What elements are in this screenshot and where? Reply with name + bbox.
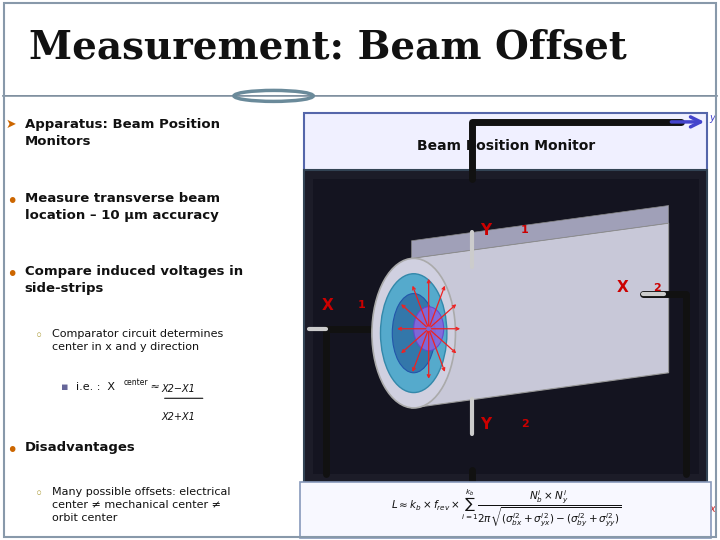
Text: ◦: ◦	[35, 487, 43, 501]
Text: Beam Position Monitor: Beam Position Monitor	[417, 139, 595, 153]
Ellipse shape	[392, 294, 435, 373]
Text: 2: 2	[654, 282, 662, 293]
Text: $L \approx k_b \times f_{rev} \times \sum_{i=1}^{k_b} \dfrac{N_b^i \times N_y^i}: $L \approx k_b \times f_{rev} \times \su…	[390, 487, 621, 529]
Text: Measurement: Beam Offset: Measurement: Beam Offset	[29, 29, 626, 67]
Text: y: y	[709, 112, 715, 123]
Text: center: center	[124, 379, 148, 388]
Text: Y: Y	[480, 223, 491, 238]
Text: •: •	[6, 441, 17, 460]
Text: Disadvantages: Disadvantages	[24, 441, 135, 454]
Text: 1: 1	[358, 300, 366, 310]
Text: Image Credit: SLAC Graphic: Image Credit: SLAC Graphic	[428, 489, 583, 499]
Text: ◦: ◦	[35, 329, 43, 343]
Text: Comparator circuit determines
center in x and y direction: Comparator circuit determines center in …	[53, 329, 224, 352]
Text: X: X	[617, 280, 629, 295]
Text: Many possible offsets: electrical
center ≠ mechanical center ≠
orbit center: Many possible offsets: electrical center…	[53, 487, 231, 523]
Text: Y: Y	[480, 417, 491, 432]
FancyBboxPatch shape	[305, 113, 707, 179]
Polygon shape	[412, 223, 669, 408]
Text: 1: 1	[521, 225, 528, 235]
Text: •: •	[6, 265, 17, 284]
Text: Apparatus: Beam Position
Monitors: Apparatus: Beam Position Monitors	[24, 118, 220, 147]
Polygon shape	[412, 206, 669, 258]
Text: Compare induced voltages in
side-strips: Compare induced voltages in side-strips	[24, 265, 243, 295]
Text: 2: 2	[521, 419, 528, 429]
Text: X2+X1: X2+X1	[162, 413, 196, 422]
Text: i.e. :  X: i.e. : X	[76, 382, 114, 392]
Text: •: •	[6, 192, 17, 211]
FancyBboxPatch shape	[300, 482, 711, 537]
Text: X2−X1: X2−X1	[162, 384, 196, 394]
Text: ➤: ➤	[6, 118, 17, 131]
Text: x: x	[709, 504, 715, 514]
Ellipse shape	[414, 307, 444, 351]
Text: ▪: ▪	[61, 382, 68, 392]
Text: X: X	[322, 298, 333, 313]
Polygon shape	[313, 179, 698, 474]
Text: Measure transverse beam
location – 10 μm accuracy: Measure transverse beam location – 10 μm…	[24, 192, 220, 222]
Ellipse shape	[380, 274, 447, 393]
Text: ≈: ≈	[148, 382, 163, 392]
FancyBboxPatch shape	[305, 170, 707, 483]
Ellipse shape	[372, 258, 456, 408]
